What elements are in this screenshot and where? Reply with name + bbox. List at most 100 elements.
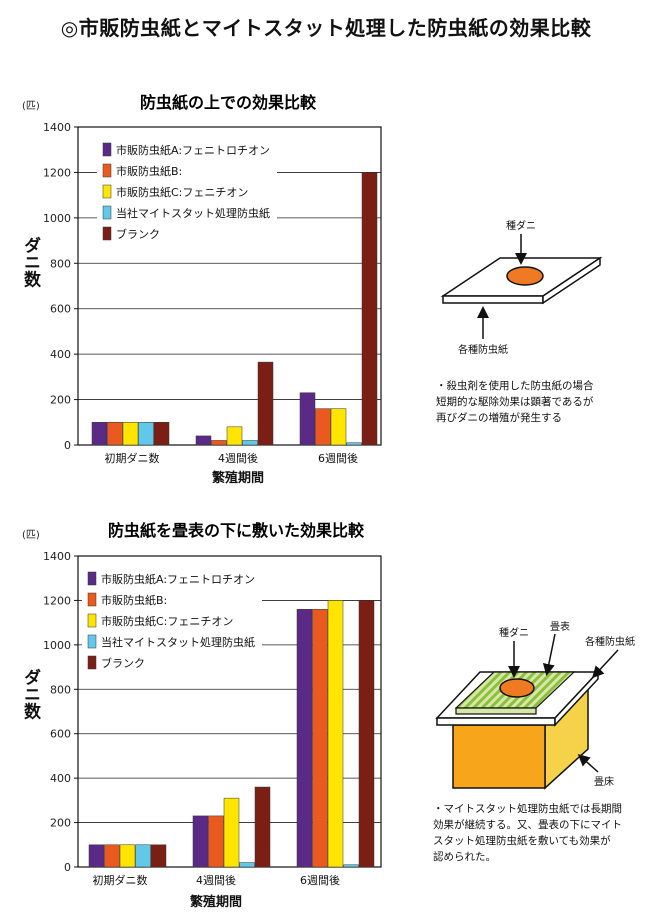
- y-tick-label: 1200: [43, 166, 71, 179]
- label-mite-2: 種ダニ: [499, 626, 529, 639]
- paper-sheet-front: [436, 717, 556, 726]
- tatami-floor: [452, 724, 546, 789]
- bar: [88, 844, 105, 868]
- x-tick-label: 4週間後: [196, 873, 236, 887]
- y-unit: (匹): [22, 101, 40, 112]
- y-tick-label: 800: [50, 257, 71, 270]
- y-tick-label: 200: [50, 394, 71, 407]
- y-tick-label: 600: [50, 303, 71, 316]
- legend-swatch: [102, 163, 112, 178]
- paper-side: [542, 256, 601, 305]
- bar: [312, 609, 328, 868]
- note-paper: ・殺虫剤を使用した防虫紙の場合 短期的な駆除効果は顕著であるが 再びダニの増殖が…: [436, 378, 594, 426]
- x-tick-label: 6週間後: [300, 873, 340, 887]
- legend-label: 市販防虫紙A:フェニトロチオン: [101, 572, 255, 586]
- note-tatami-line: 効果が継続する。又、畳表の下にマイト: [433, 819, 622, 831]
- bar: [358, 600, 375, 868]
- label-mat: 畳表: [550, 620, 570, 633]
- bar: [226, 426, 243, 446]
- note-tatami-line: スタット処理防虫紙を敷いても効果が: [433, 835, 611, 847]
- x-axis-label: 繁殖期間: [212, 470, 264, 486]
- bar: [195, 435, 212, 446]
- legend-label: 当社マイトスタット処理防虫紙: [101, 635, 255, 649]
- chart-title: 防虫紙の上での効果比較: [140, 93, 317, 112]
- bar: [361, 172, 378, 446]
- y-tick-label: 1400: [43, 121, 71, 134]
- bar: [153, 422, 170, 446]
- note-paper-line: 再びダニの増殖が発生する: [436, 412, 562, 424]
- y-tick-label: 0: [64, 439, 71, 452]
- legend-swatch: [102, 142, 112, 157]
- legend-swatch: [102, 226, 112, 241]
- bar: [299, 392, 316, 446]
- legend-label: 市販防虫紙A:フェニトロチオン: [116, 143, 270, 157]
- chart-effect-on-paper: 防虫紙の上での効果比較 (匹) ダニ数 0 200 400 600 800 1000 1200 14…: [20, 93, 382, 486]
- bar: [91, 422, 108, 446]
- diagram-paper: 種ダニ 各種防虫紙: [440, 219, 603, 356]
- legend-label: 市販防虫紙B:: [116, 164, 182, 178]
- x-tick-label: 初期ダニ数: [93, 873, 148, 887]
- bar: [208, 815, 224, 868]
- y-tick-label: 0: [64, 861, 71, 874]
- legend-label: ブランク: [116, 227, 160, 241]
- y-tick-label: 1400: [43, 550, 71, 563]
- y-tick-label: 1000: [43, 639, 71, 652]
- y-tick-label: 800: [50, 683, 71, 696]
- bar: [239, 862, 255, 868]
- bar: [343, 864, 359, 868]
- y-tick-label: 400: [50, 772, 71, 785]
- bar: [315, 408, 331, 446]
- legend-swatch: [87, 592, 97, 607]
- bar: [150, 844, 167, 868]
- bar: [346, 442, 362, 446]
- legend-label: 市販防虫紙B:: [101, 593, 167, 607]
- note-tatami-line: 認められた。: [433, 851, 496, 863]
- bar: [296, 609, 313, 868]
- note-paper-line: ・殺虫剤を使用した防虫紙の場合: [436, 380, 594, 392]
- note-tatami: ・マイトスタット処理防虫紙では長期間 効果が継続する。又、畳表の下にマイト スタ…: [433, 801, 622, 865]
- mite-ball-2: [499, 678, 535, 698]
- bar: [211, 440, 227, 446]
- label-floor: 畳床: [594, 775, 614, 788]
- x-tick-label: 6週間後: [318, 451, 358, 465]
- legend-swatch: [102, 184, 112, 199]
- label-paper-2: 各種防虫紙: [585, 635, 635, 648]
- bar: [122, 422, 139, 446]
- legend-swatch: [87, 571, 97, 586]
- x-tick-label: 4週間後: [218, 451, 258, 465]
- x-tick-label: 初期ダニ数: [105, 451, 160, 465]
- note-tatami-line: ・マイトスタット処理防虫紙では長期間: [433, 803, 622, 815]
- bar: [242, 440, 258, 446]
- bar: [192, 815, 209, 868]
- y-tick-label: 200: [50, 817, 71, 830]
- legend-label: 当社マイトスタット処理防虫紙: [116, 206, 270, 220]
- y-axis-label: ダニ数: [20, 667, 41, 720]
- bar: [223, 797, 240, 868]
- bar: [104, 844, 120, 868]
- chart-title: 防虫紙を畳表の下に敷いた効果比較: [108, 521, 365, 540]
- chart-effect-under-tatami: 防虫紙を畳表の下に敷いた効果比較 (匹) ダニ数 0 200 400 600 800 1000 1…: [20, 521, 382, 910]
- note-paper-line: 短期的な駆除効果は顕著であるが: [436, 396, 594, 408]
- bar: [135, 844, 151, 868]
- x-axis-label: 繁殖期間: [190, 894, 242, 910]
- bar: [257, 361, 274, 446]
- legend-box: [97, 140, 277, 244]
- arrow-floor: [577, 754, 599, 773]
- legend-box: [82, 569, 262, 673]
- legend-swatch: [87, 613, 97, 628]
- mite-ball: [506, 266, 544, 286]
- bar: [119, 844, 136, 868]
- y-unit: (匹): [22, 530, 40, 541]
- bar: [330, 408, 347, 446]
- bar: [107, 422, 123, 446]
- y-tick-label: 400: [50, 348, 71, 361]
- diagram-tatami: 種ダニ 畳表 各種防虫紙 畳床: [435, 620, 635, 790]
- legend-label: 市販防虫紙C:フェニチオン: [101, 614, 233, 628]
- y-axis-label: ダニ数: [20, 235, 41, 288]
- bar: [254, 786, 271, 868]
- arrow-paper-2: [591, 649, 619, 679]
- legend-swatch: [102, 205, 112, 220]
